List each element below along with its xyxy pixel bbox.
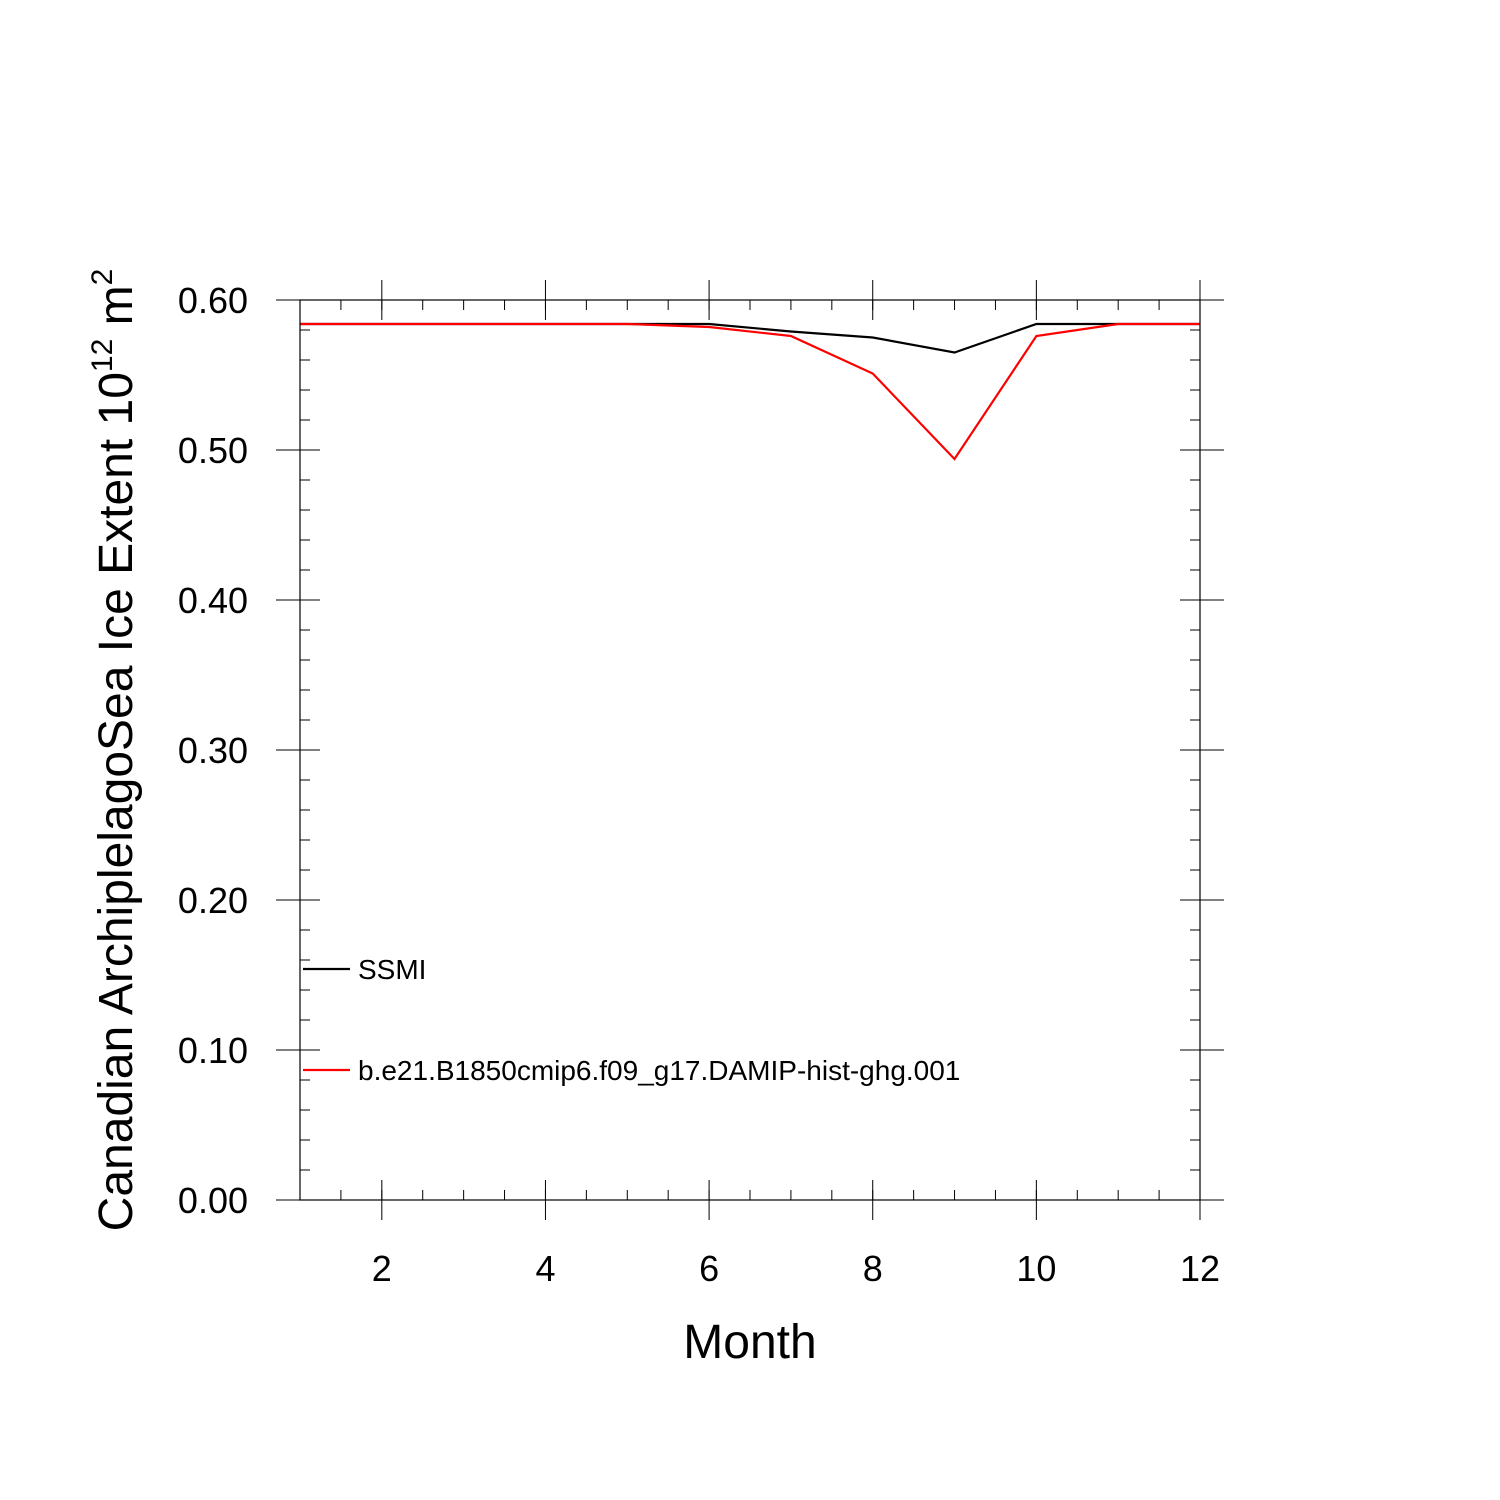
y-tick-label: 0.30 xyxy=(178,730,248,771)
y-axis-title-unit: m xyxy=(90,285,143,338)
x-axis-title: Month xyxy=(683,1316,816,1369)
x-tick-label: 4 xyxy=(535,1248,555,1289)
x-tick-label: 2 xyxy=(372,1248,392,1289)
tick-labels: 2 4 6 8 10 12 0.00 0.10 0.20 0.30 0.40 0.50 0.60 xyxy=(178,280,1220,1289)
y-tick-label: 0.20 xyxy=(178,880,248,921)
series-line-2 xyxy=(300,322,1200,461)
y-tick-label: 0.60 xyxy=(178,280,248,321)
y-tick-label: 0.10 xyxy=(178,1030,248,1071)
legend-label-1: SSMI xyxy=(358,954,426,985)
x-tick-label: 8 xyxy=(863,1248,883,1289)
y-tick-label: 0.00 xyxy=(178,1180,248,1221)
plot-frame xyxy=(299,299,1201,1201)
y-axis-title-exponent: 12 xyxy=(86,339,119,372)
y-axis-title: Canadian ArchiplelagoSea Ice Extent 1012… xyxy=(86,269,143,1232)
y-tick-label: 0.50 xyxy=(178,430,248,471)
series-line-1 xyxy=(300,322,1200,354)
y-axis-title-unit-exponent: 2 xyxy=(86,269,119,286)
y-axis-title-main: Canadian ArchiplelagoSea Ice Extent 10 xyxy=(90,372,143,1231)
legend-label-2: b.e21.B1850cmip6.f09_g17.DAMIP-hist-ghg.… xyxy=(358,1055,960,1086)
legend: SSMI b.e21.B1850cmip6.f09_g17.DAMIP-hist-… xyxy=(303,954,960,1086)
x-tick-label: 12 xyxy=(1180,1248,1220,1289)
x-tick-label: 10 xyxy=(1016,1248,1056,1289)
y-tick-label: 0.40 xyxy=(178,580,248,621)
series-lines xyxy=(300,322,1200,461)
x-tick-label: 6 xyxy=(699,1248,719,1289)
